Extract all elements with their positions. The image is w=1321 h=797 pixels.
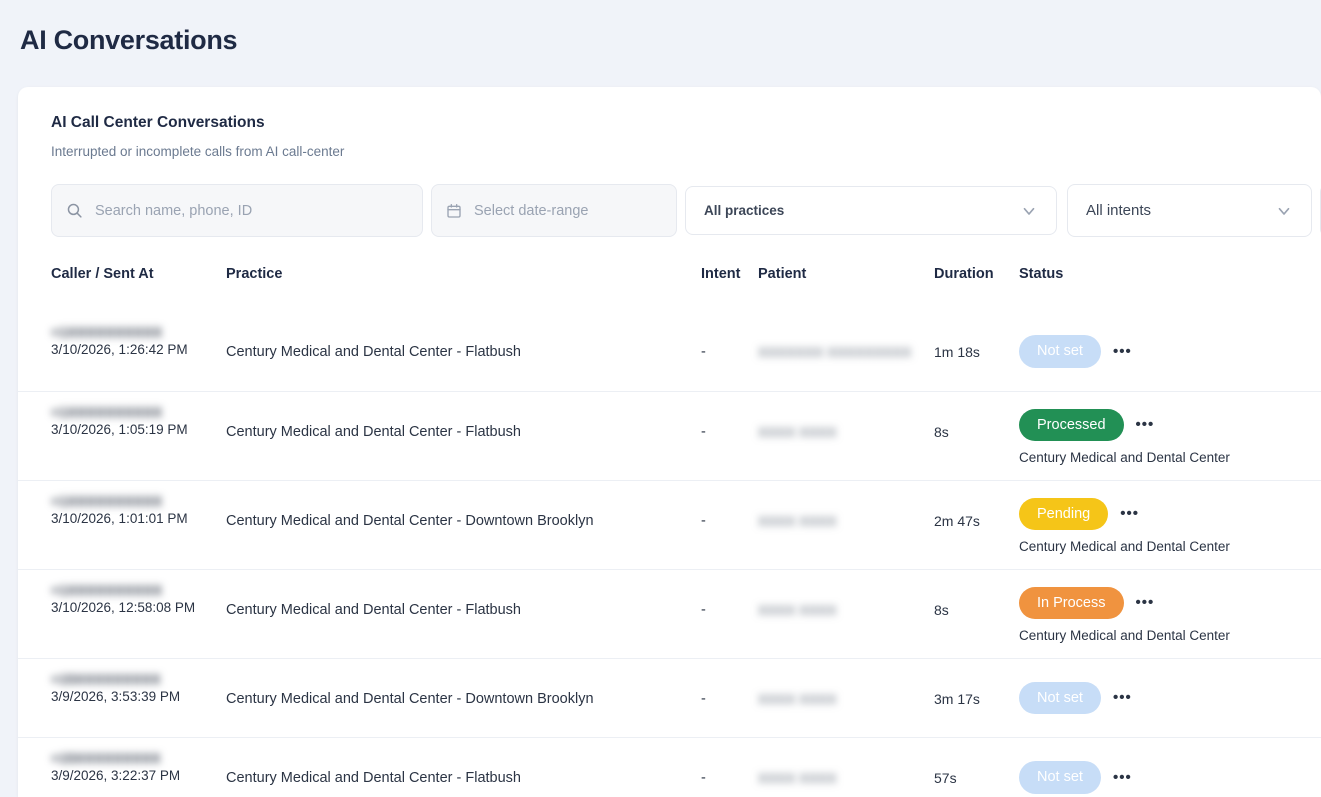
caller-phone: +15XXXXXXXXX: [51, 751, 161, 766]
practice-select-value: All practices: [704, 203, 785, 218]
caller-timestamp: 3/9/2026, 3:53:39 PM: [51, 688, 181, 704]
status-practice-label: Century Medical and Dental Center: [1019, 628, 1230, 643]
chevron-down-icon: [1020, 202, 1038, 220]
caller-phone: +15XXXXXXXXX: [51, 671, 161, 687]
caller-cell: +1XXXXXXXXXX 3/10/2026, 1:01:01 PM: [51, 494, 188, 528]
duration-cell: 57s: [934, 770, 957, 786]
intent-cell: -: [701, 770, 706, 786]
patient-cell: XXXX XXXX: [758, 512, 837, 529]
table-header: Caller / Sent At Practice Intent Patient…: [18, 266, 1321, 312]
status-cell: Processed ••• Century Medical and Dental C…: [1019, 408, 1230, 465]
intent-cell: -: [701, 601, 706, 618]
chevron-down-icon: [1275, 202, 1293, 220]
practice-cell: Century Medical and Dental Center - Flat…: [226, 344, 521, 360]
column-header-patient: Patient: [758, 266, 807, 282]
duration-cell: 3m 17s: [934, 690, 980, 707]
caller-cell: +15XXXXXXXXX 3/9/2026, 3:53:39 PM: [51, 672, 180, 706]
patient-cell: XXXX XXXX: [758, 423, 837, 440]
table-row[interactable]: +1XXXXXXXXXX 3/10/2026, 1:01:01 PM Century…: [18, 481, 1321, 570]
row-menu-icon[interactable]: •••: [1135, 594, 1155, 612]
caller-timestamp: 3/9/2026, 3:22:37 PM: [51, 768, 181, 783]
column-header-caller: Caller / Sent At: [51, 266, 154, 282]
intent-cell: -: [701, 690, 706, 707]
status-cell: Not set •••: [1019, 681, 1132, 714]
status-badge[interactable]: Processed: [1019, 408, 1124, 441]
caller-cell: +1XXXXXXXXXX 3/10/2026, 1:05:19 PM: [51, 405, 188, 439]
caller-phone: +1XXXXXXXXXX: [51, 582, 163, 598]
page-title: AI Conversations: [20, 25, 238, 55]
date-range-picker[interactable]: Select date-range: [431, 184, 677, 237]
card-title: AI Call Center Conversations: [51, 114, 265, 131]
table-body: +1XXXXXXXXXX 3/10/2026, 1:26:42 PM Century…: [18, 312, 1321, 797]
column-header-duration: Duration: [934, 266, 994, 282]
conversations-card: AI Call Center Conversations Interrupted…: [18, 87, 1321, 797]
caller-timestamp: 3/10/2026, 1:05:19 PM: [51, 421, 188, 437]
intent-select-value: All intents: [1086, 202, 1152, 219]
practice-cell: Century Medical and Dental Center - Flat…: [226, 601, 521, 618]
practice-cell: Century Medical and Dental Center - Flat…: [226, 423, 521, 440]
status-badge[interactable]: In Process: [1019, 586, 1124, 619]
row-menu-icon[interactable]: •••: [1135, 416, 1155, 434]
caller-phone: +1XXXXXXXXXX: [51, 493, 163, 509]
caller-timestamp: 3/10/2026, 1:26:42 PM: [51, 342, 188, 357]
intent-cell: -: [701, 423, 706, 440]
patient-cell: XXXXXXX XXXXXXXXX: [758, 344, 912, 360]
practice-cell: Century Medical and Dental Center - Down…: [226, 690, 594, 707]
patient-cell: XXXX XXXX: [758, 690, 837, 707]
column-header-status: Status: [1019, 266, 1064, 282]
column-header-practice: Practice: [226, 266, 283, 282]
duration-cell: 8s: [934, 601, 949, 618]
duration-cell: 1m 18s: [934, 344, 980, 360]
caller-cell: +15XXXXXXXXX 3/9/2026, 3:22:37 PM: [51, 751, 180, 785]
card-subtitle: Interrupted or incomplete calls from AI …: [51, 144, 345, 159]
caller-cell: +1XXXXXXXXXX 3/10/2026, 1:26:42 PM: [51, 325, 188, 359]
caller-timestamp: 3/10/2026, 12:58:08 PM: [51, 599, 196, 615]
table-row[interactable]: +15XXXXXXXXX 3/9/2026, 3:53:39 PM Century …: [18, 659, 1321, 738]
duration-cell: 8s: [934, 423, 949, 440]
status-cell: Not set •••: [1019, 761, 1132, 794]
column-header-intent: Intent: [701, 266, 741, 282]
practice-cell: Century Medical and Dental Center - Down…: [226, 512, 594, 529]
calendar-icon: [446, 203, 462, 219]
row-menu-icon[interactable]: •••: [1112, 768, 1132, 786]
status-badge[interactable]: Not set: [1019, 681, 1101, 714]
table-row[interactable]: +1XXXXXXXXXX 3/10/2026, 1:26:42 PM Century…: [18, 312, 1321, 392]
status-cell: Pending ••• Century Medical and Dental Cen…: [1019, 497, 1230, 554]
practice-cell: Century Medical and Dental Center - Flat…: [226, 770, 521, 786]
intent-cell: -: [701, 512, 706, 529]
search-placeholder: Search name, phone, ID: [95, 202, 253, 219]
search-input[interactable]: Search name, phone, ID: [51, 184, 423, 237]
status-practice-label: Century Medical and Dental Center: [1019, 539, 1230, 554]
status-practice-label: Century Medical and Dental Center: [1019, 450, 1230, 465]
status-cell: In Process ••• Century Medical and Dental …: [1019, 586, 1230, 643]
patient-cell: XXXX XXXX: [758, 601, 837, 618]
status-cell: Not set •••: [1019, 335, 1132, 368]
caller-cell: +1XXXXXXXXXX 3/10/2026, 12:58:08 PM: [51, 583, 195, 617]
patient-cell: XXXX XXXX: [758, 770, 837, 786]
duration-cell: 2m 47s: [934, 512, 980, 529]
row-menu-icon[interactable]: •••: [1112, 342, 1132, 360]
status-badge[interactable]: Pending: [1019, 497, 1109, 530]
search-icon: [66, 202, 83, 219]
status-badge[interactable]: Not set: [1019, 335, 1101, 368]
practice-select[interactable]: All practices: [685, 186, 1057, 235]
table-row[interactable]: +15XXXXXXXXX 3/9/2026, 3:22:37 PM Century …: [18, 738, 1321, 797]
status-badge[interactable]: Not set: [1019, 761, 1101, 794]
caller-phone: +1XXXXXXXXXX: [51, 325, 163, 340]
intent-select[interactable]: All intents: [1067, 184, 1312, 237]
table-row[interactable]: +1XXXXXXXXXX 3/10/2026, 1:05:19 PM Century…: [18, 392, 1321, 481]
caller-timestamp: 3/10/2026, 1:01:01 PM: [51, 510, 188, 526]
date-range-placeholder: Select date-range: [474, 202, 589, 219]
intent-cell: -: [701, 344, 706, 360]
row-menu-icon[interactable]: •••: [1120, 505, 1139, 523]
table-row[interactable]: +1XXXXXXXXXX 3/10/2026, 12:58:08 PM Centur…: [18, 570, 1321, 659]
row-menu-icon[interactable]: •••: [1112, 689, 1132, 707]
caller-phone: +1XXXXXXXXXX: [51, 404, 163, 420]
